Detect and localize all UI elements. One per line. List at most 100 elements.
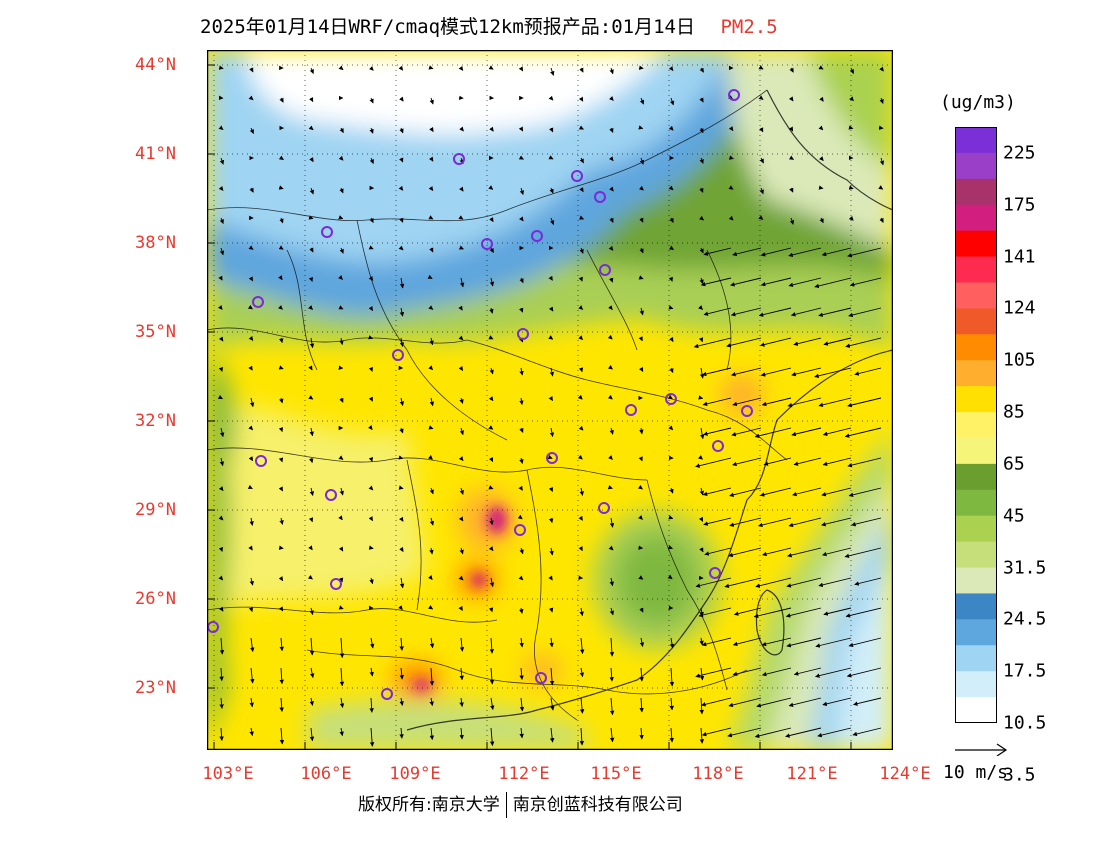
wind-arrow <box>399 277 405 289</box>
wind-arrow <box>459 727 464 740</box>
wind-arrow <box>248 607 254 613</box>
wind-arrow <box>278 606 284 612</box>
wind-arrow <box>488 185 494 190</box>
wind-arrow <box>548 155 554 160</box>
wind-arrow <box>668 125 674 131</box>
wind-arrow <box>703 427 732 436</box>
wind-arrow <box>429 727 435 741</box>
station-marker <box>481 238 493 250</box>
wind-arrow <box>399 96 404 102</box>
colorbar-label: 175 <box>1003 194 1036 216</box>
wind-arrow <box>879 66 884 72</box>
wind-arrow <box>817 727 852 738</box>
wind-arrow <box>548 95 554 101</box>
wind-arrow <box>218 546 223 552</box>
wind-arrow <box>339 127 344 134</box>
wind-arrow <box>428 156 434 162</box>
station-marker <box>252 296 264 308</box>
wind-arrow <box>815 667 852 678</box>
wind-arrow <box>578 335 583 341</box>
wind-arrow <box>818 577 852 588</box>
wind-arrow <box>249 397 255 408</box>
lat-label: 26°N <box>135 589 176 609</box>
wind-arrow <box>218 366 223 372</box>
wind-arrow <box>760 367 792 377</box>
wind-arrow <box>218 606 224 612</box>
wind-arrow <box>489 126 494 132</box>
wind-arrow <box>608 305 613 311</box>
wind-arrow <box>639 157 645 165</box>
wind-arrow <box>308 276 313 282</box>
wind-arrow <box>667 574 673 580</box>
wind-arrow <box>429 397 435 407</box>
wind-arrow <box>699 215 704 221</box>
wind-arrow <box>760 337 792 347</box>
wind-arrow <box>701 727 732 737</box>
wind-arrow <box>279 217 284 224</box>
wind-arrow <box>429 697 434 707</box>
colorbar-swatch <box>955 152 997 180</box>
wind-arrow <box>785 727 822 738</box>
wind-arrow <box>519 547 524 555</box>
wind-arrow <box>399 307 405 317</box>
wind-arrow <box>669 697 674 711</box>
wind-arrow <box>219 667 224 682</box>
wind-arrow <box>519 216 524 222</box>
lon-label: 115°E <box>590 764 642 784</box>
wind-arrow <box>579 487 584 496</box>
wind-arrow <box>429 517 435 526</box>
wind-arrow <box>309 247 314 253</box>
wind-arrow <box>578 546 583 552</box>
wind-arrow <box>699 247 704 254</box>
wind-arrow <box>761 637 792 647</box>
lon-label: 109°E <box>389 764 441 784</box>
wind-arrow <box>699 187 704 193</box>
wind-arrow <box>822 427 852 437</box>
wind-arrow <box>249 187 254 193</box>
pm25-map[interactable] <box>207 50 893 750</box>
wind-arrow <box>279 337 284 344</box>
wind-arrow <box>761 397 792 407</box>
wind-arrow <box>428 425 434 430</box>
wind-arrow <box>729 487 762 498</box>
wind-arrow <box>793 667 822 676</box>
wind-arrow <box>338 577 344 583</box>
wind-arrow <box>760 247 792 257</box>
wind-arrow <box>789 187 794 193</box>
wind-arrow <box>489 217 494 223</box>
wind-arrow <box>669 667 675 687</box>
wind-arrow <box>818 125 824 131</box>
wind-arrow <box>278 365 284 370</box>
wind-arrow <box>339 337 344 346</box>
wind-arrow <box>278 576 284 582</box>
wind-arrow <box>219 157 225 165</box>
wind-arrow <box>668 305 674 310</box>
station-marker <box>598 502 610 514</box>
colorbar-swatch <box>955 567 997 594</box>
station-marker <box>546 452 558 464</box>
wind-arrow <box>550 697 555 711</box>
wind-arrow <box>369 697 374 713</box>
wind-arrow <box>219 697 224 709</box>
wind-arrow <box>369 127 374 134</box>
wind-arrow <box>250 667 255 684</box>
wind-arrow <box>844 547 882 559</box>
wind-arrow <box>669 97 675 106</box>
wind-arrow <box>307 574 313 580</box>
colorbar-swatch <box>955 256 997 283</box>
wind-arrow <box>638 185 644 191</box>
wind-arrow <box>399 397 405 406</box>
wind-arrow <box>609 607 615 616</box>
wind-arrow <box>639 97 645 105</box>
wind-arrow <box>399 697 404 706</box>
wind-arrow <box>669 637 675 649</box>
wind-arrow <box>759 127 764 133</box>
colorbar-swatch <box>955 360 997 387</box>
wind-arrow <box>549 217 555 226</box>
wind-arrow <box>847 397 882 408</box>
wind-arrow <box>788 517 822 528</box>
wind-arrow <box>846 667 882 678</box>
wind-arrow <box>459 126 464 132</box>
wind-arrow <box>308 215 314 220</box>
wind-arrow <box>519 607 524 614</box>
